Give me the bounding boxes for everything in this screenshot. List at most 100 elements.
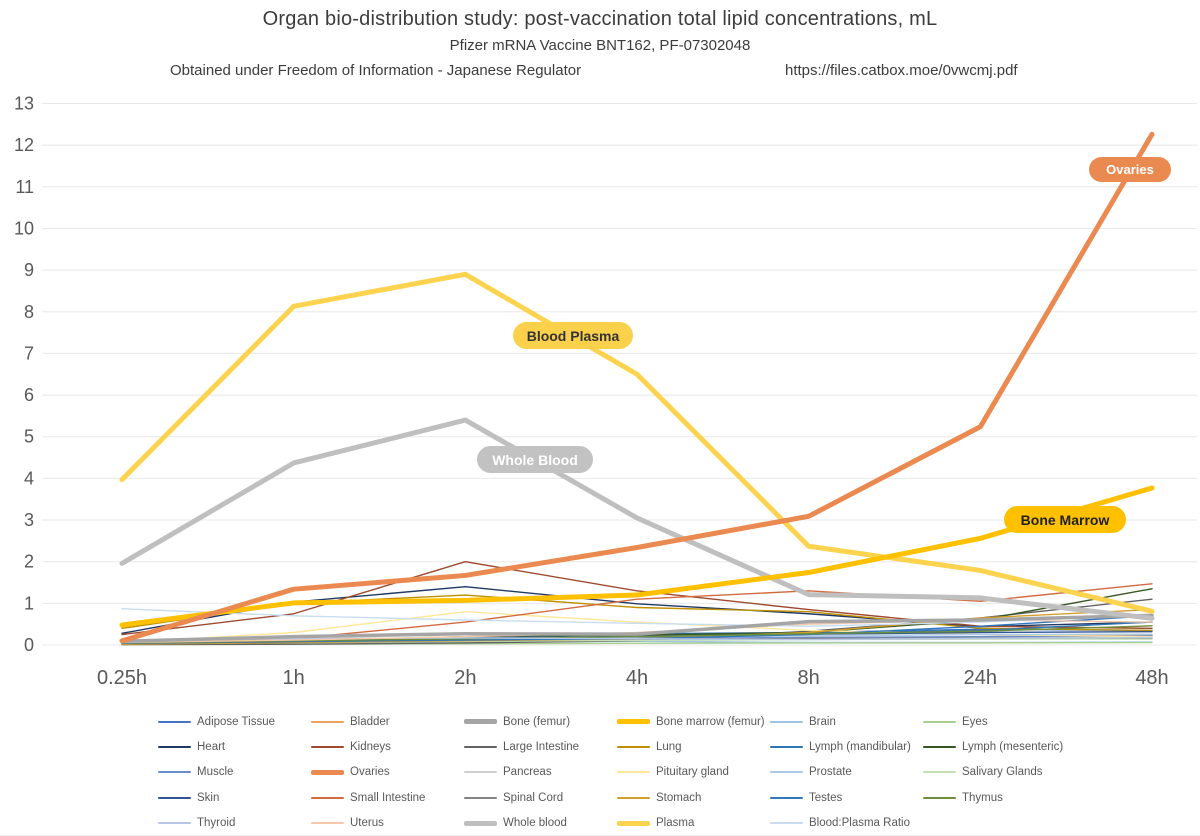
source-url-link[interactable]: https://files.catbox.moe/0vwcmj.pdf	[785, 62, 1018, 79]
legend-label: Kidneys	[350, 741, 391, 754]
x-axis-tick-label: 1h	[283, 667, 305, 689]
legend-label: Plasma	[656, 817, 695, 830]
y-axis-tick-label: 7	[24, 343, 34, 363]
legend-label: Salivary Glands	[962, 766, 1043, 779]
legend-line-swatch	[158, 822, 191, 825]
y-axis-tick-label: 6	[24, 385, 34, 405]
legend-label: Brain	[809, 715, 836, 728]
legend-label: Spinal Cord	[503, 791, 564, 804]
chart-legend: Adipose Tissue Bladder Bone (femur) Bone ma…	[158, 709, 1076, 835]
y-axis-tick-label: 3	[24, 510, 34, 530]
legend-line-swatch	[923, 746, 956, 749]
legend-label: Muscle	[197, 766, 234, 779]
series-line-thyroid	[121, 636, 1153, 642]
legend-item-uterus: Uterus	[311, 817, 464, 829]
legend-item-eyes: Eyes	[923, 716, 1076, 728]
legend-line-swatch	[617, 796, 650, 799]
legend-line-swatch	[923, 720, 956, 723]
legend-line-swatch	[464, 719, 497, 725]
y-axis-tick-label: 13	[14, 94, 34, 114]
legend-label: Uterus	[350, 817, 384, 830]
legend-label: Bone (femur)	[503, 715, 571, 728]
legend-label: Thymus	[962, 791, 1003, 804]
y-axis-tick-label: 0	[24, 635, 34, 655]
legend-item-small-intestine: Small Intestine	[311, 792, 464, 804]
y-axis-tick-label: 11	[15, 177, 34, 197]
legend-item-blood-plasma-ratio: Blood:Plasma Ratio	[770, 817, 923, 829]
legend-label: Thyroid	[197, 817, 236, 830]
legend-line-swatch	[770, 720, 803, 723]
legend-line-swatch	[770, 822, 803, 825]
legend-label: Testes	[809, 791, 843, 804]
legend-line-swatch	[923, 796, 956, 799]
annotation-blood-plasma-label: Blood Plasma	[513, 322, 633, 349]
legend-label: Adipose Tissue	[197, 715, 275, 728]
y-axis-tick-label: 4	[24, 468, 34, 488]
legend-line-swatch	[770, 796, 803, 799]
legend-label: Ovaries	[350, 766, 390, 779]
y-axis-tick-label: 1	[24, 593, 34, 613]
legend-item-plasma: Plasma	[617, 817, 770, 829]
legend-item-brain: Brain	[770, 716, 923, 728]
legend-line-swatch	[770, 771, 803, 774]
legend-item-lung: Lung	[617, 741, 770, 753]
x-axis-tick-label: 4h	[626, 667, 648, 689]
legend-line-swatch	[617, 771, 650, 774]
legend-label: Lung	[656, 741, 682, 754]
legend-item-bladder: Bladder	[311, 716, 464, 728]
legend-line-swatch	[158, 796, 191, 799]
legend-line-swatch	[311, 720, 344, 723]
x-axis-tick-label: 8h	[798, 667, 820, 689]
legend-label: Blood:Plasma Ratio	[809, 817, 910, 830]
page-title: Organ bio-distribution study: post-vacci…	[262, 8, 938, 30]
series-line-bone-femur-	[120, 613, 1154, 644]
legend-line-swatch	[158, 720, 191, 723]
legend-item-ovaries: Ovaries	[311, 766, 464, 778]
legend-label: Pancreas	[503, 766, 552, 779]
legend-line-swatch	[311, 769, 344, 775]
legend-item-skin: Skin	[158, 792, 311, 804]
x-axis-tick-label: 48h	[1135, 667, 1168, 689]
legend-label: Bladder	[350, 715, 390, 728]
legend-item-thyroid: Thyroid	[158, 817, 311, 829]
legend-line-swatch	[617, 820, 650, 826]
legend-line-swatch	[158, 746, 191, 749]
legend-label: Small Intestine	[350, 791, 426, 804]
x-axis-tick-label: 24h	[964, 667, 997, 689]
legend-label: Whole blood	[503, 817, 567, 830]
legend-label: Lymph (mesenteric)	[962, 741, 1064, 754]
legend-line-swatch	[311, 822, 344, 825]
legend-line-swatch	[617, 719, 650, 725]
legend-item-kidneys: Kidneys	[311, 741, 464, 753]
legend-line-swatch	[464, 796, 497, 799]
legend-item-adipose-tissue: Adipose Tissue	[158, 716, 311, 728]
series-line-blood-plasma-ratio	[121, 608, 1153, 627]
legend-label: Eyes	[962, 715, 988, 728]
legend-item-pancreas: Pancreas	[464, 766, 617, 778]
series-line-plasma	[119, 271, 1155, 614]
legend-item-salivary-glands: Salivary Glands	[923, 766, 1076, 778]
x-axis-tick-label: 0.25h	[97, 667, 147, 689]
legend-item-lymph-mesenteric-: Lymph (mesenteric)	[923, 741, 1076, 753]
y-axis-tick-label: 5	[24, 427, 34, 447]
legend-label: Pituitary gland	[656, 766, 729, 779]
series-line-bone-marrow-femur-	[119, 485, 1155, 628]
legend-item-testes: Testes	[770, 792, 923, 804]
series-line-ovaries	[119, 131, 1155, 644]
legend-label: Bone marrow (femur)	[656, 715, 765, 728]
legend-item-heart: Heart	[158, 741, 311, 753]
legend-item-large-intestine: Large Intestine	[464, 741, 617, 753]
annotation-whole-blood-label: Whole Blood	[477, 446, 593, 473]
legend-item-prostate: Prostate	[770, 766, 923, 778]
legend-line-swatch	[464, 820, 497, 826]
legend-item-whole-blood: Whole blood	[464, 817, 617, 829]
annotation-bone-marrow-label: Bone Marrow	[1004, 506, 1126, 533]
source-note: Obtained under Freedom of Information - …	[170, 62, 582, 79]
legend-label: Heart	[197, 741, 226, 754]
legend-item-lymph-mandibular-: Lymph (mandibular)	[770, 741, 923, 753]
legend-item-pituitary-gland: Pituitary gland	[617, 766, 770, 778]
series-line-thymus	[121, 625, 1153, 644]
legend-label: Prostate	[809, 766, 852, 779]
legend-line-swatch	[311, 796, 344, 799]
